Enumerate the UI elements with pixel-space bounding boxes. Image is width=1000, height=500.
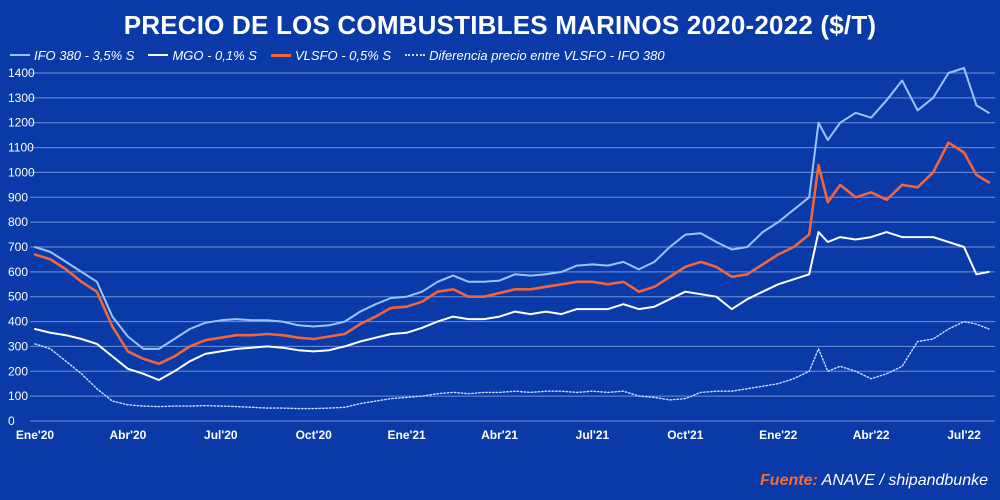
x-tick-label-10: Jul'22: [947, 428, 981, 442]
legend-label-diff: Diferencia precio entre VLSFO - IFO 380: [429, 47, 665, 63]
source-credit: Fuente: ANAVE / shipandbunke: [760, 472, 988, 490]
y-tick-label-600: 600: [8, 265, 28, 279]
x-tick-label-7: Oct'21: [667, 428, 704, 442]
legend-swatch-mgo: [148, 54, 169, 56]
legend-label-ifo380: IFO 380 - 3,5% S: [34, 47, 135, 63]
y-tick-label-1000: 1000: [8, 165, 35, 179]
y-tick-label-300: 300: [8, 339, 28, 353]
x-tick-label-8: Ene'22: [759, 428, 798, 442]
legend-entry-diff: Diferencia precio entre VLSFO - IFO 380: [405, 48, 665, 63]
series-line-ifo380: [34, 67, 990, 350]
y-tick-label-200: 200: [8, 364, 28, 378]
x-tick-label-3: Oct'20: [296, 428, 333, 442]
legend-label-vlsfo: VLSFO - 0,5% S: [294, 47, 392, 63]
series-line-diff: [34, 320, 990, 410]
x-tick-label-9: Abr'22: [853, 428, 890, 442]
source-label: Fuente:: [760, 472, 818, 489]
x-tick-label-0: Ene'20: [16, 428, 55, 442]
x-tick-label-6: Jul'21: [576, 428, 610, 442]
y-tick-label-500: 500: [8, 290, 28, 304]
y-tick-label-1100: 1100: [8, 141, 34, 155]
legend-entry-vlsfo: VLSFO - 0,5% S: [270, 47, 392, 63]
legend-swatch-ifo380: [10, 54, 30, 56]
y-tick-label-100: 100: [8, 389, 28, 403]
y-tick-label-700: 700: [8, 240, 28, 254]
legend-swatch-vlsfo: [270, 53, 291, 57]
chart-title: PRECIO DE LOS COMBUSTIBLES MARINOS 2020-…: [123, 10, 877, 40]
y-tick-label-800: 800: [8, 215, 28, 229]
y-tick-label-400: 400: [8, 315, 28, 329]
y-tick-label-900: 900: [8, 190, 28, 204]
y-tick-label-1400: 1400: [8, 66, 35, 80]
legend-label-mgo: MGO - 0,1% S: [172, 47, 257, 63]
x-tick-label-5: Abr'21: [481, 428, 518, 442]
y-tick-label-1300: 1300: [8, 91, 35, 105]
series-line-vlsfo: [33, 141, 991, 366]
legend-entry-mgo: MGO - 0,1% S: [148, 48, 257, 63]
series-line-mgo: [34, 231, 990, 381]
x-tick-label-1: Abr'20: [109, 428, 146, 442]
chart-legend: IFO 380 - 3,5% S MGO - 0,1% S VLSFO - 0,…: [10, 46, 679, 64]
legend-entry-ifo380: IFO 380 - 3,5% S: [10, 48, 134, 63]
x-tick-label-2: Jul'20: [204, 428, 238, 442]
y-tick-label-0: 0: [8, 414, 15, 428]
x-tick-label-4: Ene'21: [388, 428, 427, 442]
y-tick-label-1200: 1200: [8, 116, 35, 130]
legend-swatch-diff: [405, 54, 426, 56]
source-text: ANAVE / shipandbunke: [821, 472, 988, 489]
